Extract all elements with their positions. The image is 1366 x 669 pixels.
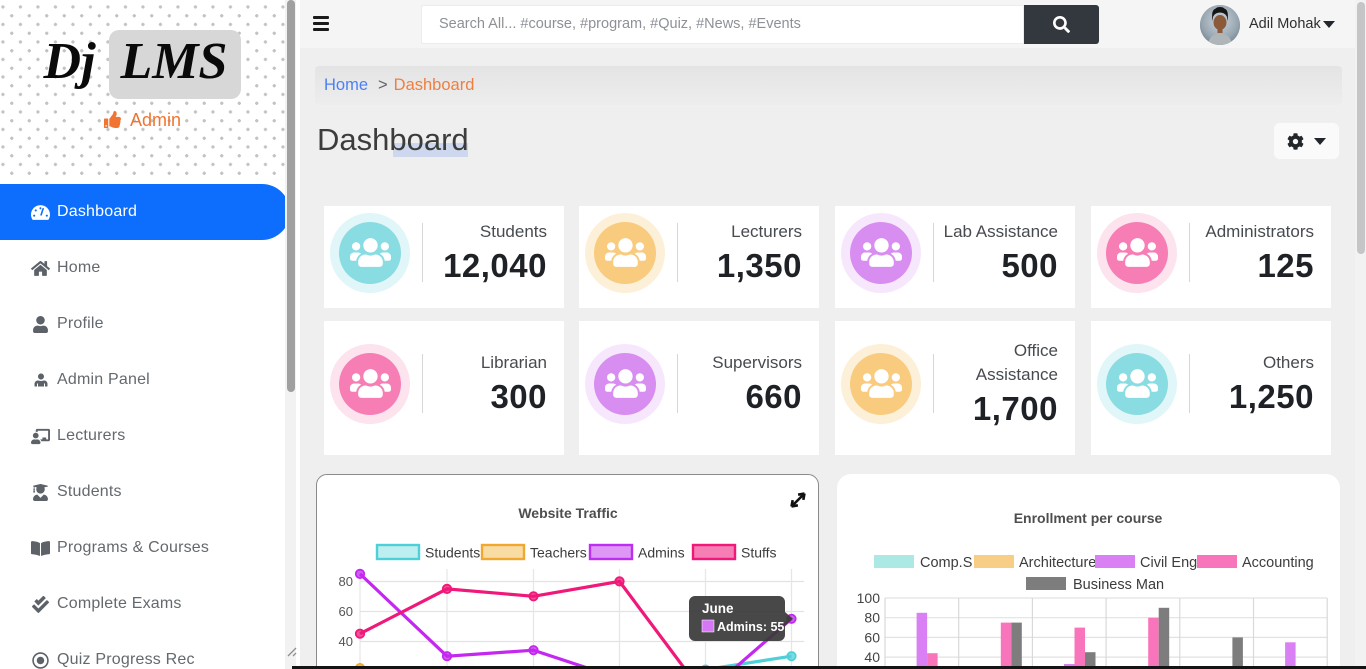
svg-text:40: 40 xyxy=(339,634,353,649)
svg-text:June: June xyxy=(702,601,734,616)
svg-text:Students: Students xyxy=(425,545,480,561)
svg-text:Civil Eng: Civil Eng xyxy=(1140,555,1197,571)
svg-text:80: 80 xyxy=(864,610,880,626)
svg-text:60: 60 xyxy=(339,604,353,619)
svg-text:60: 60 xyxy=(864,629,880,645)
svg-text:Architecture: Architecture xyxy=(1019,555,1096,571)
svg-text:Teachers: Teachers xyxy=(530,545,587,561)
svg-text:Comp.S: Comp.S xyxy=(920,555,972,571)
svg-text:Admins: 55: Admins: 55 xyxy=(717,620,784,634)
svg-text:Website Traffic: Website Traffic xyxy=(518,505,618,521)
svg-text:40: 40 xyxy=(864,649,880,665)
svg-text:Accounting: Accounting xyxy=(1242,555,1314,571)
svg-text:100: 100 xyxy=(857,590,881,606)
svg-text:Admins: Admins xyxy=(638,545,685,561)
svg-text:Business Man: Business Man xyxy=(1073,577,1164,593)
svg-text:80: 80 xyxy=(339,574,353,589)
svg-text:Stuffs: Stuffs xyxy=(741,545,777,561)
svg-text:Enrollment per course: Enrollment per course xyxy=(1014,510,1163,526)
